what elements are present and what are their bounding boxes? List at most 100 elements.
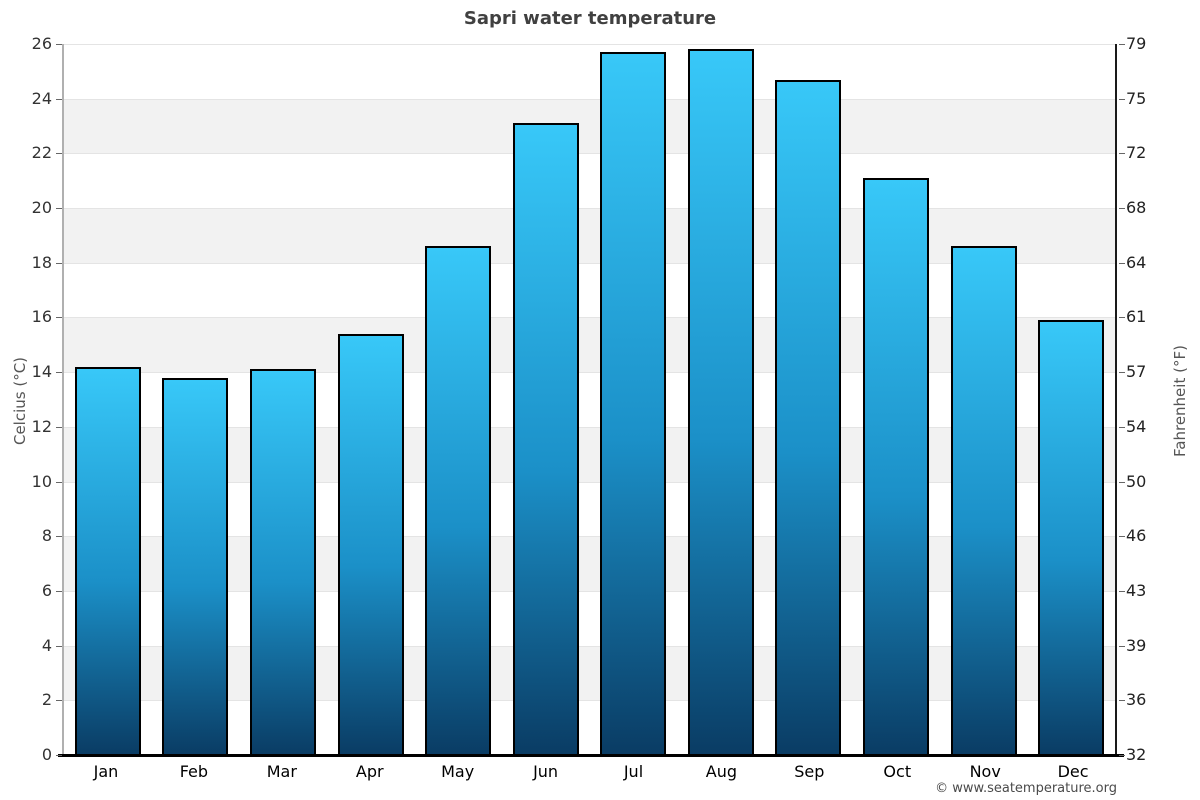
bar-slot-aug xyxy=(677,44,765,755)
tick-mark-right xyxy=(1119,153,1125,155)
y-tick-celsius-20: 20 xyxy=(31,198,52,218)
temperature-bar-jun xyxy=(512,123,579,755)
month-label-nov: Nov xyxy=(969,762,1001,781)
tick-mark-right xyxy=(1119,262,1125,264)
temperature-bar-nov xyxy=(950,246,1017,755)
y-tick-celsius-6: 6 xyxy=(41,580,52,600)
tick-mark-left xyxy=(56,645,62,647)
tick-mark-left xyxy=(56,98,62,100)
tick-mark-right xyxy=(1119,208,1125,210)
month-label-aug: Aug xyxy=(705,762,738,781)
month-label-feb: Feb xyxy=(179,762,209,781)
y-tick-fahrenheit-79: 79 xyxy=(1126,34,1147,53)
y-tick-celsius-4: 4 xyxy=(41,635,52,655)
month-label-apr: Apr xyxy=(355,762,384,781)
temperature-bar-dec xyxy=(1038,320,1105,755)
tick-mark-left xyxy=(56,372,62,374)
grid-band xyxy=(64,700,1115,755)
grid-band xyxy=(64,536,1115,591)
tick-mark-right xyxy=(1119,645,1125,647)
tick-mark-left xyxy=(56,590,62,592)
y-tick-fahrenheit-50: 50 xyxy=(1126,471,1147,491)
y-tick-fahrenheit-43: 43 xyxy=(1126,580,1147,600)
tick-mark-right xyxy=(1119,317,1125,319)
grid-band xyxy=(64,372,1115,427)
month-label-dec: Dec xyxy=(1057,762,1089,781)
temperature-bar-sep xyxy=(775,79,842,755)
bar-slot-dec xyxy=(1027,44,1115,755)
grid-band xyxy=(64,590,1115,646)
grid-band xyxy=(64,262,1115,318)
tick-mark-left xyxy=(56,536,62,538)
tick-mark-right xyxy=(1119,44,1125,45)
temperature-bar-may xyxy=(425,246,492,755)
month-label-jul: Jul xyxy=(623,762,644,781)
y-tick-fahrenheit-68: 68 xyxy=(1126,198,1147,218)
y-tick-fahrenheit-57: 57 xyxy=(1126,362,1147,382)
chart-title: Sapri water temperature xyxy=(463,8,717,29)
y-tick-celsius-16: 16 xyxy=(31,307,52,327)
tick-mark-right xyxy=(1119,372,1125,374)
tick-mark-left xyxy=(56,700,62,702)
y-tick-fahrenheit-54: 54 xyxy=(1126,416,1147,436)
y-tick-fahrenheit-75: 75 xyxy=(1126,88,1147,108)
bar-slot-feb xyxy=(152,44,240,755)
bar-slot-sep xyxy=(765,44,853,755)
bar-slot-mar xyxy=(239,44,327,755)
grid-band xyxy=(64,98,1115,154)
bar-slot-jul xyxy=(590,44,678,755)
tick-mark-left xyxy=(56,755,62,756)
y-tick-celsius-18: 18 xyxy=(31,252,52,272)
grid-band xyxy=(64,153,1115,209)
y-tick-celsius-22: 22 xyxy=(31,143,52,163)
month-label-sep: Sep xyxy=(794,762,825,781)
tick-mark-left xyxy=(56,153,62,155)
tick-mark-left xyxy=(56,426,62,428)
y-tick-fahrenheit-46: 46 xyxy=(1126,526,1147,546)
temperature-bar-feb xyxy=(162,377,229,755)
bar-slot-nov xyxy=(940,44,1028,755)
month-label-mar: Mar xyxy=(266,762,297,781)
tick-mark-right xyxy=(1119,590,1125,592)
month-label-jan: Jan xyxy=(93,762,119,781)
x-axis-line xyxy=(58,754,1124,757)
tick-mark-left xyxy=(56,208,62,210)
temperature-bar-aug xyxy=(687,49,754,755)
temperature-bar-apr xyxy=(337,333,404,755)
grid-band xyxy=(64,44,1115,99)
tick-mark-right xyxy=(1119,700,1125,702)
plot-area xyxy=(62,44,1117,755)
y-tick-celsius-14: 14 xyxy=(31,362,52,382)
y-tick-celsius-8: 8 xyxy=(41,526,52,546)
month-label-oct: Oct xyxy=(883,762,912,781)
y-tick-fahrenheit-72: 72 xyxy=(1126,143,1147,163)
bar-slot-apr xyxy=(327,44,415,755)
bar-slot-oct xyxy=(852,44,940,755)
temperature-bar-jul xyxy=(600,52,667,755)
tick-mark-left xyxy=(56,44,62,45)
y-tick-fahrenheit-64: 64 xyxy=(1126,252,1147,272)
grid-band xyxy=(64,317,1115,373)
bar-slot-may xyxy=(414,44,502,755)
grid-band xyxy=(64,645,1115,701)
y-axis-title-celsius: Celcius (°C) xyxy=(11,356,29,446)
bar-slot-jan xyxy=(64,44,152,755)
tick-mark-left xyxy=(56,317,62,319)
month-label-jun: Jun xyxy=(533,762,559,781)
grid-band xyxy=(64,208,1115,263)
bar-slot-jun xyxy=(502,44,590,755)
copyright-text: © www.seatemperature.org xyxy=(935,781,1117,796)
y-tick-fahrenheit-32: 32 xyxy=(1126,745,1147,764)
tick-mark-right xyxy=(1119,536,1125,538)
y-tick-fahrenheit-61: 61 xyxy=(1126,307,1147,327)
month-label-may: May xyxy=(441,762,475,781)
y-tick-celsius-10: 10 xyxy=(31,471,52,491)
y-tick-celsius-26: 26 xyxy=(31,34,52,53)
tick-mark-right xyxy=(1119,755,1125,756)
temperature-bar-mar xyxy=(249,369,316,755)
tick-mark-left xyxy=(56,262,62,264)
y-tick-celsius-24: 24 xyxy=(31,88,52,108)
y-tick-fahrenheit-39: 39 xyxy=(1126,635,1147,655)
tick-mark-right xyxy=(1119,426,1125,428)
